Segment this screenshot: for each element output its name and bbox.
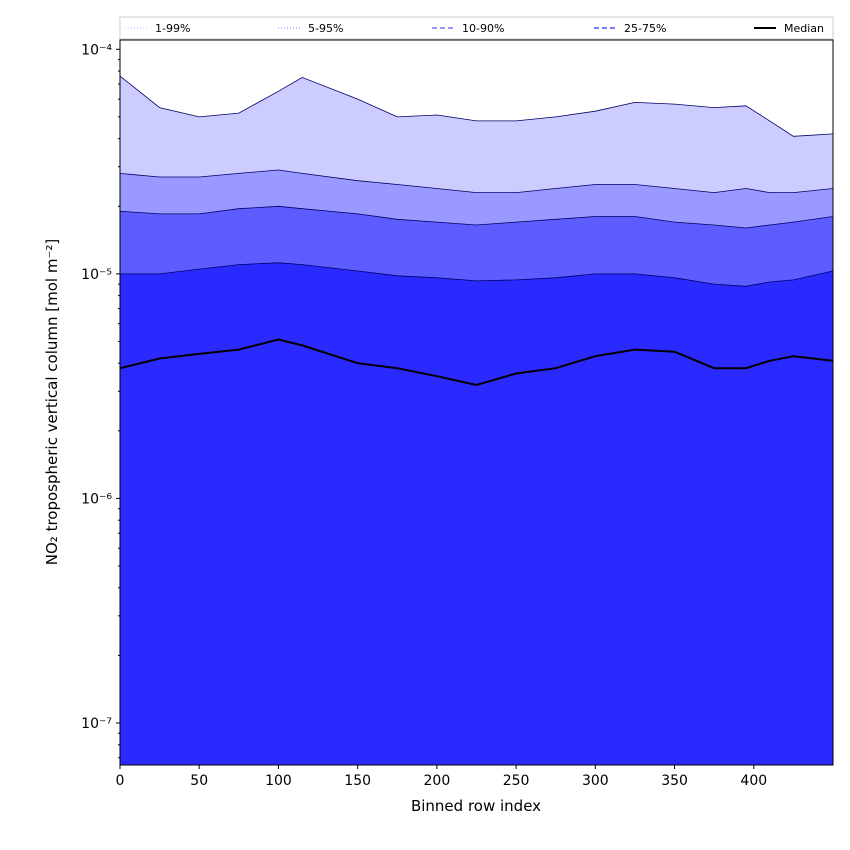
legend-label: 1-99% [155,22,190,35]
band-edge-10-90% [120,205,833,229]
x-tick-label: 250 [503,773,530,789]
y-tick-label: 10⁻⁷ [81,716,112,732]
band-edge-1-99% [120,75,833,137]
data-bands [120,75,833,765]
x-tick-label: 0 [116,773,125,789]
x-tick-label: 50 [190,773,208,789]
x-tick-label: 150 [344,773,371,789]
legend-label: Median [784,22,824,35]
legend-label: 25-75% [624,22,666,35]
y-tick-label: 10⁻⁵ [81,267,112,283]
y-axis-label: NO₂ tropospheric vertical column [mol m⁻… [43,239,61,565]
legend-label: 5-95% [308,22,343,35]
legend-label: 10-90% [462,22,504,35]
x-axis: 0 50 100 150 200 250 300 350 400 [116,765,767,789]
x-tick-label: 350 [661,773,688,789]
y-axis: 10⁻⁷ 10⁻⁶ 10⁻⁵ 10⁻⁴ [81,42,120,759]
y-tick-label: 10⁻⁴ [81,42,112,58]
legend: 1-99% 5-95% 10-90% 25-75% Median [119,16,834,40]
x-tick-label: 100 [265,773,292,789]
legend-box [119,16,834,40]
band-25-75% [120,262,833,765]
median-layer [120,338,833,387]
median-line [120,338,833,387]
x-tick-label: 300 [582,773,609,789]
x-tick-label: 200 [424,773,451,789]
y-tick-label: 10⁻⁶ [81,491,112,507]
x-tick-label: 400 [740,773,767,789]
x-axis-label: Binned row index [411,797,541,815]
plot-frame [119,39,834,766]
band-edge-25-75% [120,262,833,287]
band-edge-5-95% [120,169,833,194]
